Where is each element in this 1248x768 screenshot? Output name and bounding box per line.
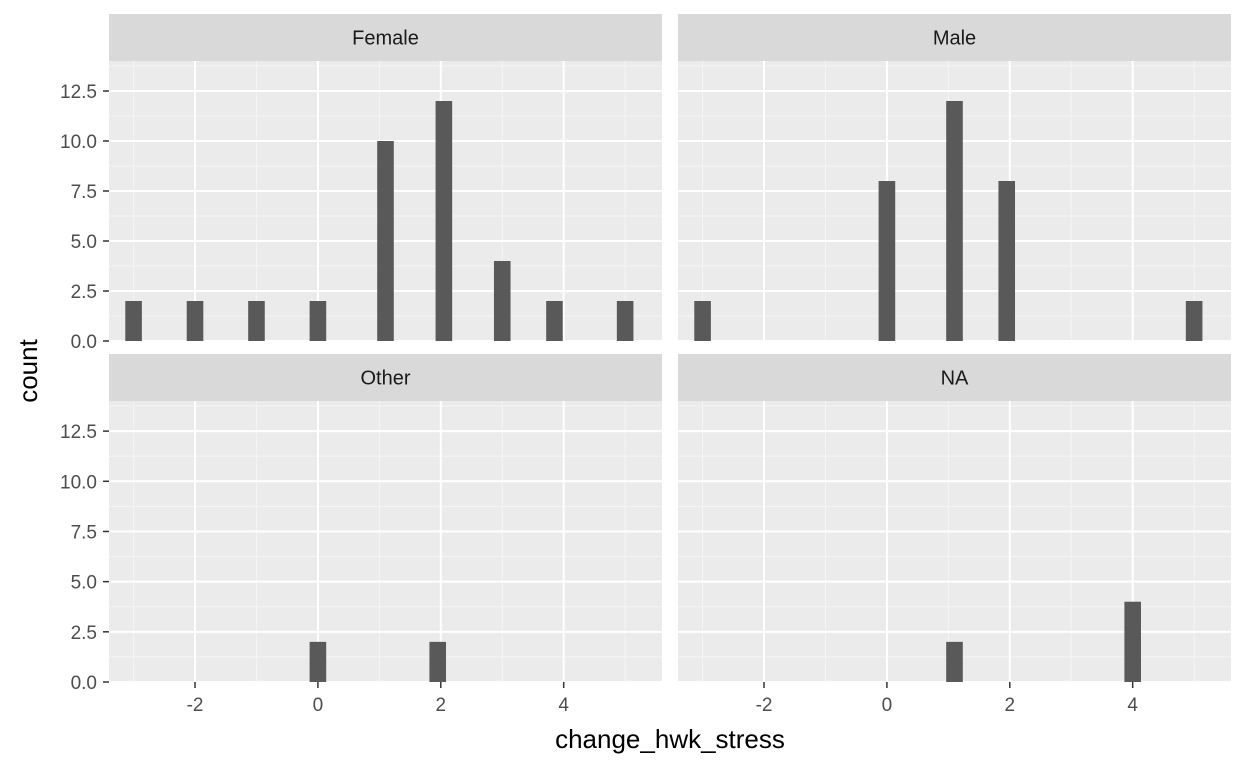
histogram-bar [309,641,327,682]
histogram-bar [998,181,1016,341]
facet-label: Other [360,368,410,390]
y-tick-label: 7.5 [71,522,97,543]
histogram-bar [186,301,204,341]
y-axis-title: count [13,338,43,402]
panel-background [678,401,1231,682]
histogram-bar [694,301,711,341]
x-tick-label: 2 [436,695,447,716]
histogram-bar [946,101,963,341]
panels-layer: Female Male Other NA [109,14,1231,683]
facet-label: Female [352,28,419,50]
panel-na: NA [678,354,1231,683]
x-axis: -2 0 2 4 -2 0 2 4 [187,682,1138,716]
y-tick-label: 10.0 [60,472,97,493]
panel-other: Other [109,354,662,683]
x-tick-label: 4 [1127,695,1138,716]
histogram-bar [1124,601,1141,682]
histogram-bar [125,301,142,341]
y-tick-label: 10.0 [60,132,97,153]
y-tick-label: 0.0 [71,332,97,353]
histogram-bar [435,101,453,341]
histogram-bar [1185,301,1203,341]
x-tick-label: 0 [882,695,893,716]
panel-female: Female [109,14,662,342]
x-tick-label: 0 [313,695,324,716]
y-axis: 0.0 2.5 5.0 7.5 10.0 12.5 0.0 2.5 5.0 7.5 10.0 12.5 [60,82,109,694]
y-tick-label: 12.5 [60,422,97,443]
y-tick-label: 2.5 [71,623,97,644]
facet-strip [109,14,662,61]
facet-strip [109,354,662,401]
y-tick-label: 5.0 [71,573,97,594]
y-tick-label: 12.5 [60,82,97,103]
histogram-bar [309,301,327,341]
y-tick-label: 0.0 [71,673,97,694]
y-tick-label: 5.0 [71,232,97,253]
panel-background [109,401,662,682]
x-tick-label: 2 [1005,695,1016,716]
facet-strip [678,14,1231,61]
histogram-bar [248,301,265,341]
x-tick-label: -2 [187,695,204,716]
histogram-bar [878,181,896,341]
histogram-bar [616,301,634,341]
x-axis-title: change_hwk_stress [555,724,785,754]
histogram-bar [377,141,394,341]
histogram-bar [946,641,963,682]
x-tick-label: 4 [558,695,569,716]
y-tick-label: 2.5 [71,282,97,303]
panel-male: Male [678,14,1231,342]
histogram-bar [546,301,563,341]
facet-label: NA [941,368,969,390]
x-tick-label: -2 [756,695,773,716]
histogram-bar [429,641,447,682]
histogram-bar [493,261,511,341]
y-tick-label: 7.5 [71,182,97,203]
facet-strip [678,354,1231,401]
facet-label: Male [933,28,976,50]
